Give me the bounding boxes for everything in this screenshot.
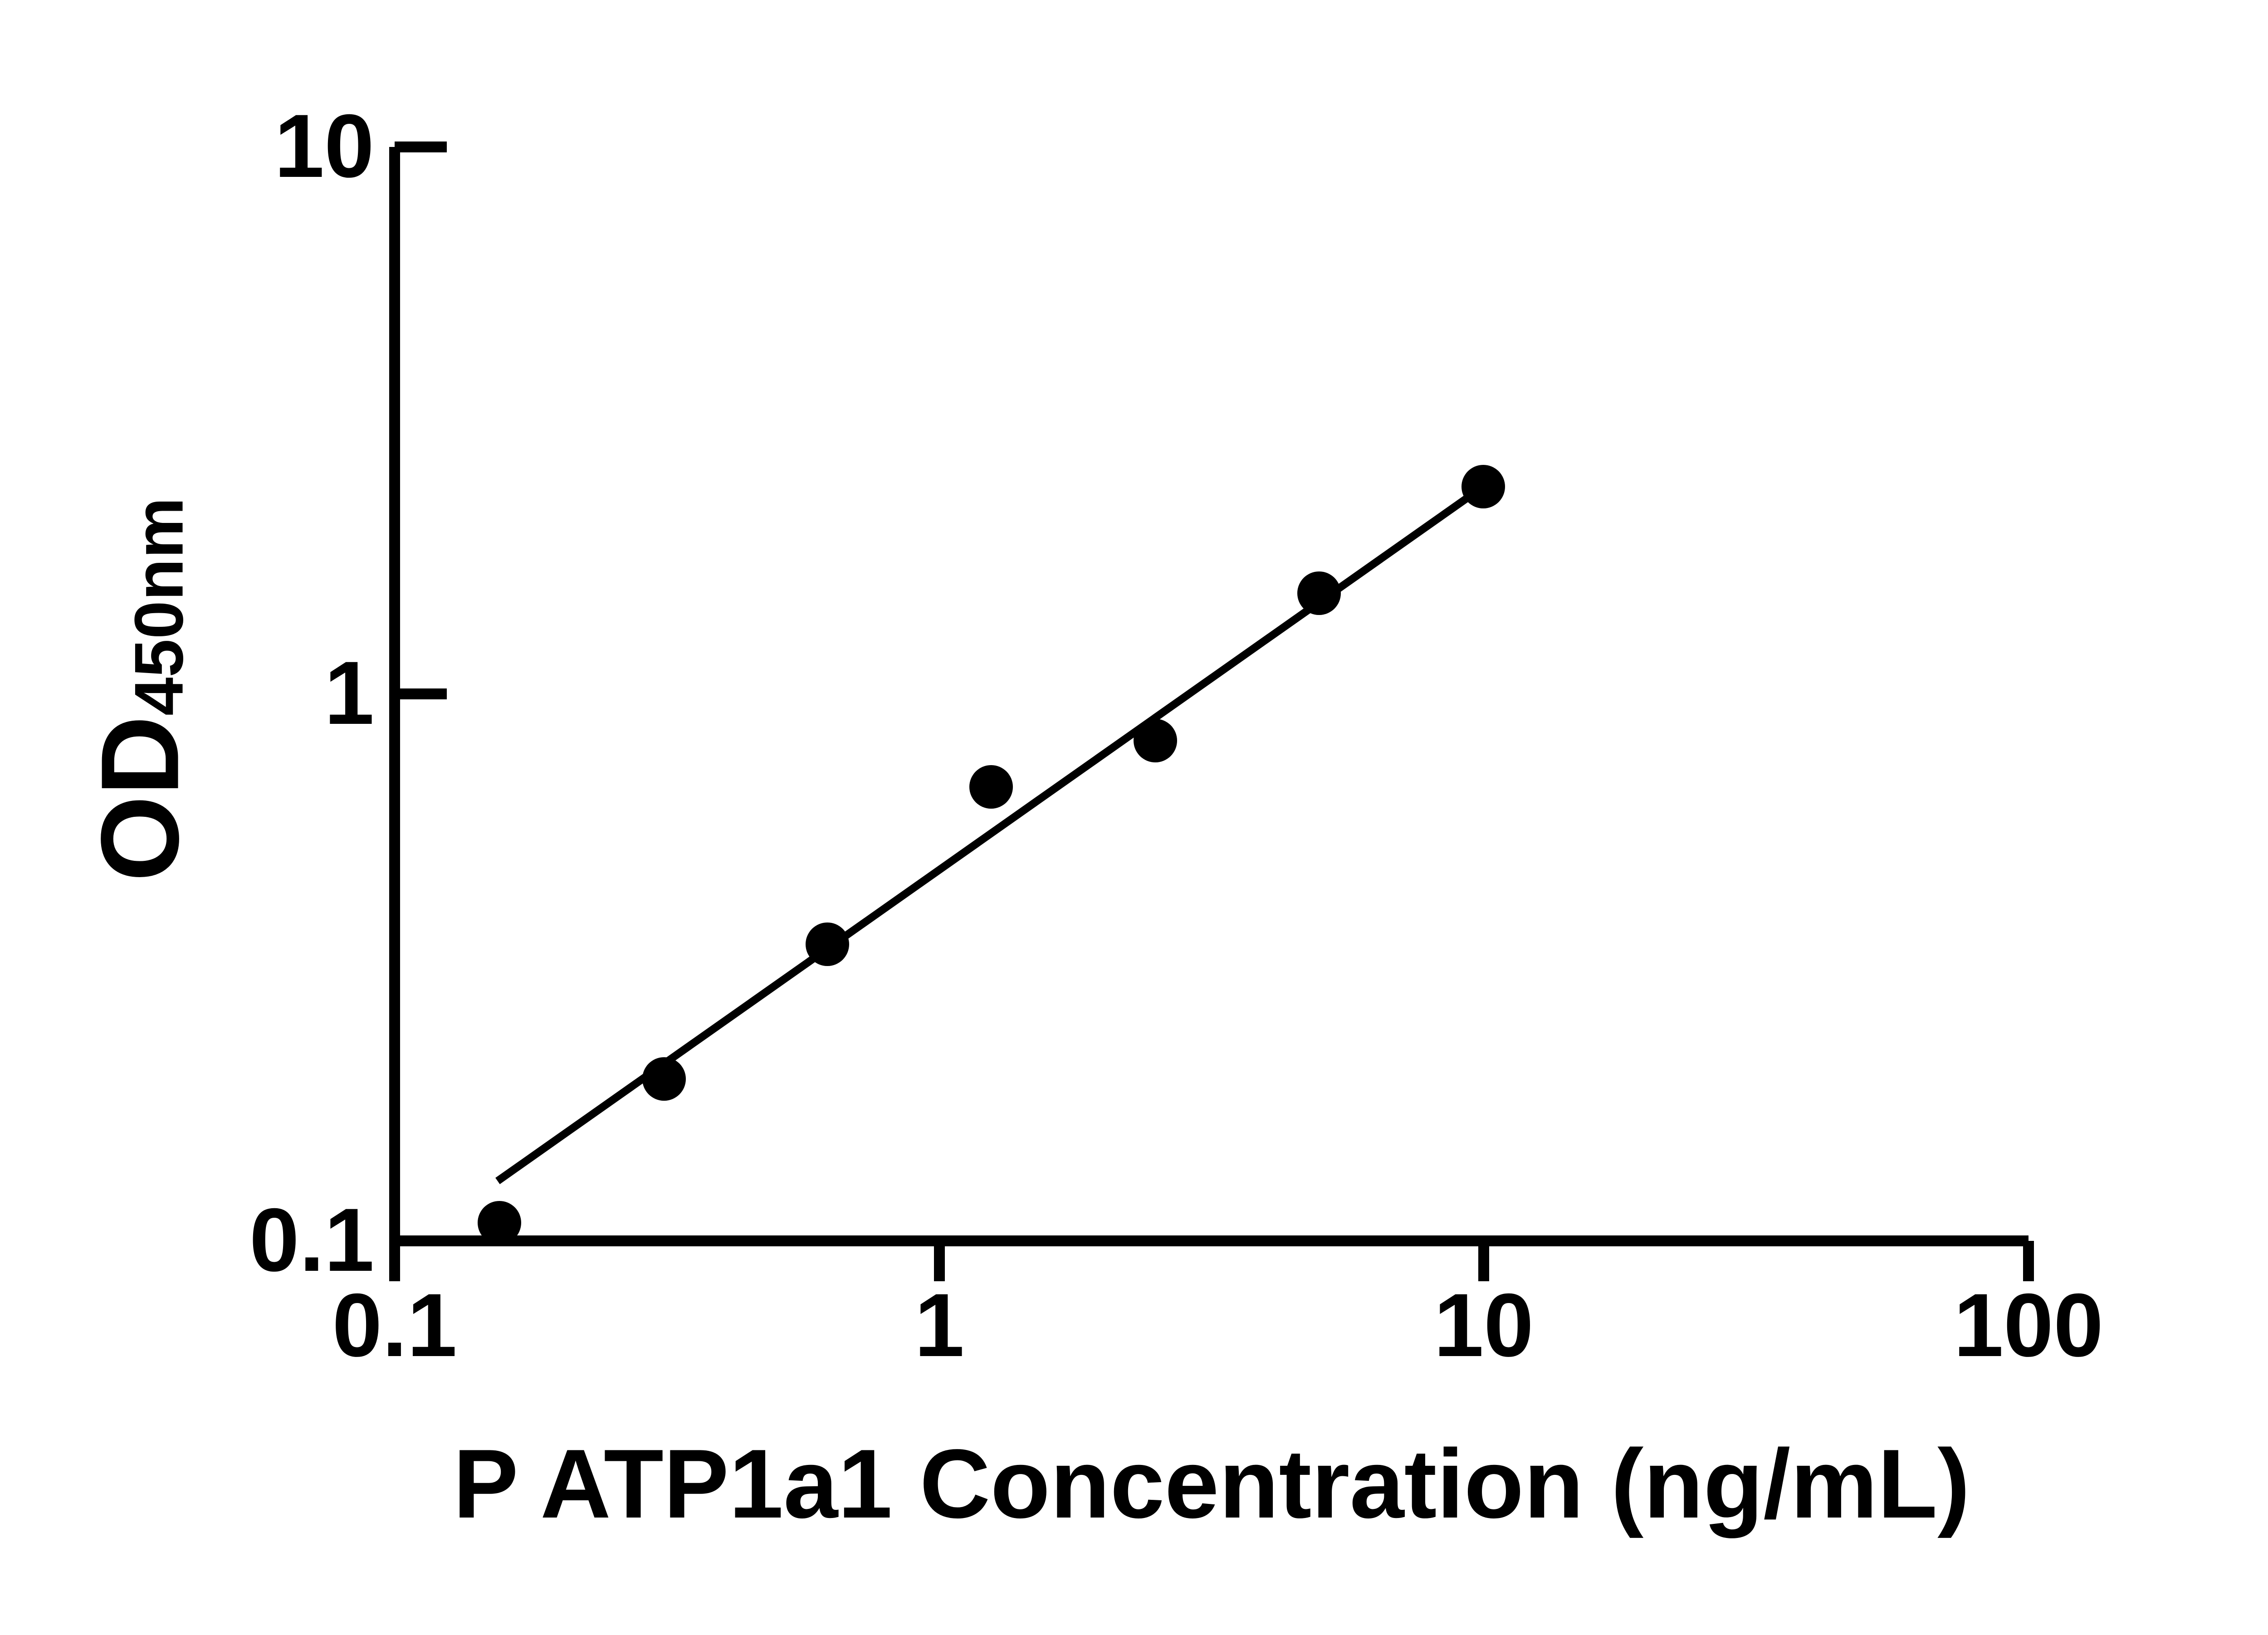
svg-text:10: 10 — [274, 96, 374, 196]
svg-text:1: 1 — [324, 643, 374, 743]
svg-text:100: 100 — [1954, 1275, 2103, 1375]
svg-text:P ATP1a1 Concentration (ng/mL): P ATP1a1 Concentration (ng/mL) — [453, 1429, 1970, 1538]
svg-text:0.1: 0.1 — [332, 1275, 457, 1375]
svg-text:10: 10 — [1434, 1275, 1534, 1375]
svg-text:1: 1 — [914, 1275, 964, 1375]
